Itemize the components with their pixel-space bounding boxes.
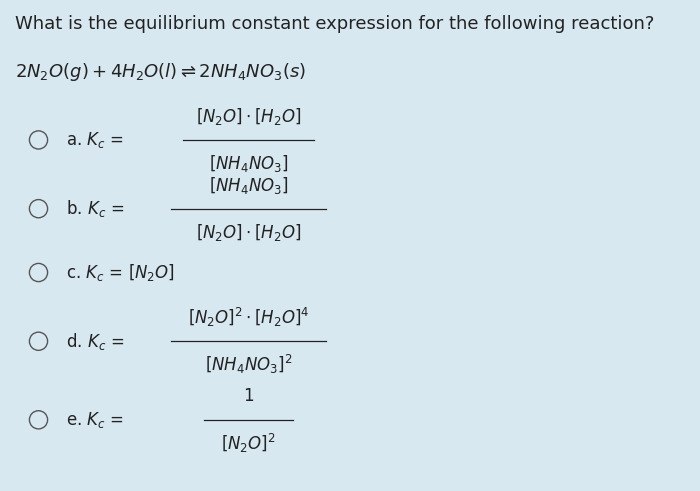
Text: $[N_2O] \cdot [H_2O]$: $[N_2O] \cdot [H_2O]$: [196, 106, 301, 127]
Text: $[NH_4NO_3]$: $[NH_4NO_3]$: [209, 153, 288, 174]
Text: $[N_2O] \cdot [H_2O]$: $[N_2O] \cdot [H_2O]$: [196, 222, 301, 243]
Text: b. $K_c$ =: b. $K_c$ =: [66, 198, 125, 219]
Text: What is the equilibrium constant expression for the following reaction?: What is the equilibrium constant express…: [15, 15, 654, 33]
Text: $[NH_4NO_3]$: $[NH_4NO_3]$: [209, 175, 288, 195]
Text: e. $K_c$ =: e. $K_c$ =: [66, 410, 125, 430]
Text: $[N_2O]^2$: $[N_2O]^2$: [221, 432, 276, 455]
Text: a. $K_c$ =: a. $K_c$ =: [66, 130, 125, 150]
Text: $[NH_4NO_3]^2$: $[NH_4NO_3]^2$: [204, 353, 293, 377]
Text: c. $K_c$ = $[N_2O]$: c. $K_c$ = $[N_2O]$: [66, 262, 176, 283]
Text: d. $K_c$ =: d. $K_c$ =: [66, 331, 125, 352]
Text: $2N_2O(g) + 4H_2O(l) \rightleftharpoons 2NH_4NO_3(s)$: $2N_2O(g) + 4H_2O(l) \rightleftharpoons …: [15, 61, 307, 83]
Text: $1$: $1$: [243, 387, 254, 405]
Text: $[N_2O]^2 \cdot [H_2O]^4$: $[N_2O]^2 \cdot [H_2O]^4$: [188, 306, 309, 329]
